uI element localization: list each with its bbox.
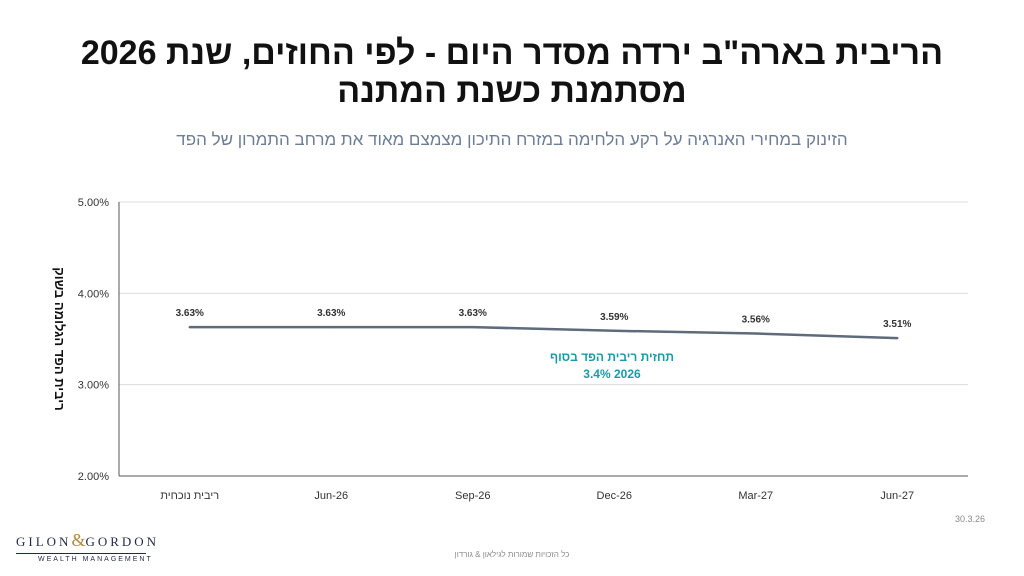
date-stamp: 30.3.26 [955,514,986,524]
logo-rule [16,553,146,554]
company-logo: GILON&GORDON WEALTH MANAGEMENT [16,530,156,563]
data-label: 3.63% [317,308,345,319]
data-label: 3.63% [459,308,487,319]
page-subtitle: הזינוק במחירי האנרגיה על רקע הלחימה במזר… [176,130,848,149]
data-label: 3.59% [600,312,628,323]
x-tick-label: Dec-26 [597,490,632,502]
logo-wordmark: GILON&GORDON [16,530,156,551]
data-label: 3.56% [742,315,770,326]
y-axis-label: ריבית הפד הגלומה בשוק [52,267,67,410]
data-labels: 3.63% 3.63% 3.63% 3.59% 3.56% 3.51% [176,308,912,330]
logo-part-1: GILON [16,534,72,549]
x-tick-label: Jun-27 [880,490,914,502]
footer-note: כל הזכויות שמורות לגילאון & גורדון [454,550,570,559]
data-point [471,325,474,329]
logo-part-2: GORDON [85,534,160,549]
data-label: 3.51% [883,319,911,330]
axes [118,202,968,477]
y-tick-label: 3.00% [78,380,109,392]
x-tick-label: Jun-26 [314,490,348,502]
logo-ampersand: & [71,530,86,550]
y-tick-labels: 2.00% 3.00% 4.00% 5.00% [78,197,109,483]
x-tick-label: Mar-27 [738,490,773,502]
x-tick-labels: ריבית נוכחית Jun-26 Sep-26 Dec-26 Mar-27 Jun-… [160,490,914,502]
data-label: 3.63% [176,308,204,319]
data-point [896,336,899,340]
x-tick-label: ריבית נוכחית [160,490,219,502]
data-points [188,325,899,340]
annotation-line-1: תחזית ריבית הפד בסוף [550,350,674,364]
logo-subtitle: WEALTH MANAGEMENT [38,556,153,563]
page-title: הריבית בארה"ב ירדה מסדר היום - לפי החוזי… [40,34,984,110]
data-point [330,325,333,329]
title-line-2: מסתמנת כשנת המתנה [337,72,687,110]
series-line [189,325,898,340]
y-tick-label: 4.00% [78,288,109,300]
data-point [188,325,191,329]
y-tick-label: 2.00% [78,471,109,483]
data-point [754,332,757,335]
data-point [613,329,616,332]
y-tick-label: 5.00% [78,197,109,209]
title-line-1: הריבית בארה"ב ירדה מסדר היום - לפי החוזי… [80,34,944,72]
annotation-line-2: 3.4% 2026 [583,367,641,381]
x-tick-label: Sep-26 [455,490,490,502]
gridlines [119,201,968,477]
